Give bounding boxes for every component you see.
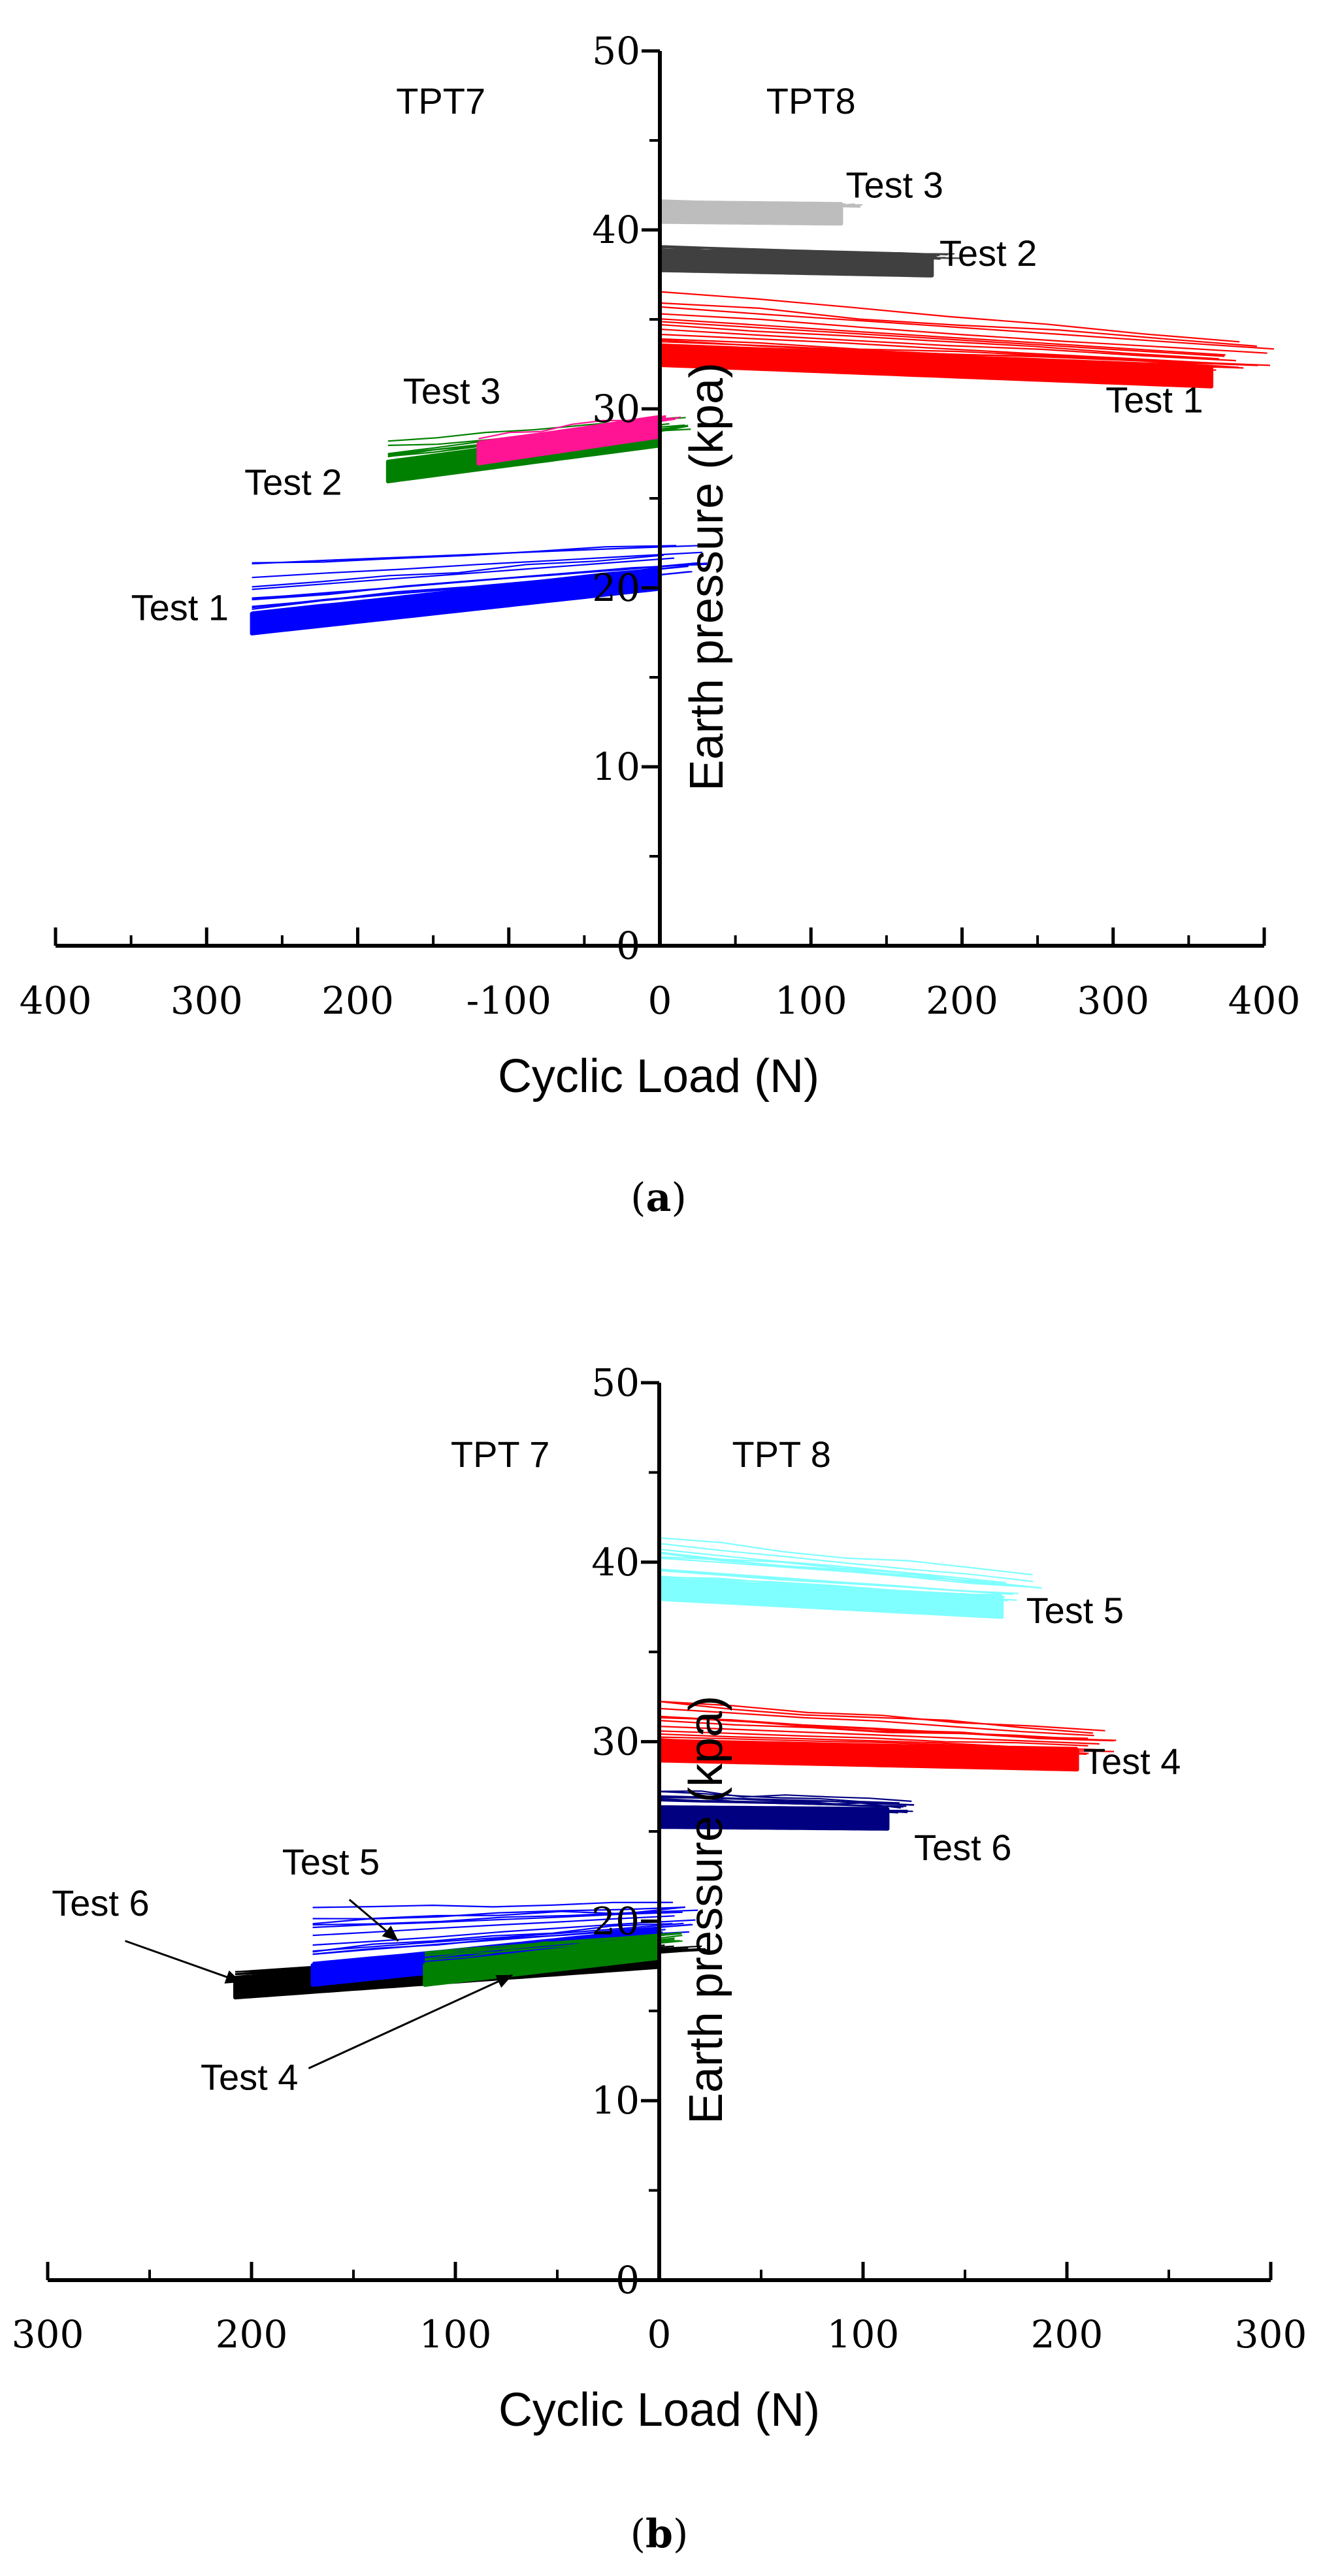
- series-annotation: Test 4: [201, 2057, 298, 2098]
- sensor-label: TPT8: [766, 80, 856, 121]
- series-annotation: Test 3: [403, 370, 500, 411]
- x-axis-title: Cyclic Load (N): [498, 1050, 819, 1103]
- series-tpt7-test-1: [250, 544, 709, 636]
- annotation-arrow: [125, 1940, 242, 1984]
- x-tick-label: 200: [926, 978, 998, 1023]
- series-annotation: Test 6: [914, 1827, 1011, 1868]
- series-annotation: Test 4: [1083, 1741, 1181, 1782]
- series-annotation: Test 5: [1026, 1590, 1124, 1631]
- x-tick-label: 400: [20, 978, 92, 1023]
- x-tick-label: 200: [216, 2312, 288, 2357]
- sensor-label: TPT 7: [451, 1434, 549, 1475]
- y-tick-label: 10: [591, 2078, 640, 2123]
- panel-label: (b): [630, 2511, 689, 2557]
- x-tick-label: 300: [1235, 2312, 1307, 2357]
- x-axis-title: Cyclic Load (N): [498, 2384, 820, 2436]
- y-tick-label: 0: [616, 924, 640, 968]
- series-tpt8-test-6: [657, 1790, 915, 1831]
- panel-b: 300 200 100 0 100 200 300 0 10 20 30 40 50 Earth pres…: [12, 1360, 1307, 2557]
- y-tick-label: 40: [592, 208, 640, 252]
- y-tick-label: 50: [591, 1360, 640, 1405]
- y-tick-label: 30: [592, 387, 640, 431]
- y-tick-label: 40: [591, 1540, 640, 1585]
- series-tpt8-test-2: [658, 245, 962, 278]
- series-annotation: Test 1: [131, 587, 229, 628]
- x-tick-label: 100: [775, 978, 847, 1023]
- y-tick-label: 20: [591, 1899, 640, 1943]
- panel-label: (a): [630, 1175, 687, 1221]
- series-annotation: Test 2: [940, 233, 1037, 274]
- x-tick-label: 400: [1228, 978, 1301, 1023]
- series-tpt8-test-1: [658, 291, 1275, 389]
- x-tick-label: 300: [1077, 978, 1149, 1023]
- y-axis-title: Earth pressure (kpa): [680, 1696, 732, 2124]
- x-tick-label: 100: [419, 2312, 492, 2357]
- series-tpt7-test-3: [476, 415, 681, 466]
- series-annotation: Test 3: [845, 165, 943, 206]
- y-tick-label: 30: [591, 1720, 640, 1764]
- sensor-label: TPT7: [396, 80, 485, 121]
- x-tick-label: 200: [321, 978, 394, 1023]
- sensor-label: TPT 8: [732, 1434, 830, 1475]
- x-tick-label: -100: [466, 978, 551, 1023]
- y-tick-label: 10: [592, 745, 640, 789]
- x-tick-label: 100: [827, 2312, 900, 2357]
- series-annotation: Test 2: [244, 462, 342, 503]
- y-axis-title: Earth pressure (kpa): [681, 362, 733, 791]
- x-tick-label: 200: [1031, 2312, 1103, 2357]
- series-annotation: Test 5: [282, 1841, 380, 1882]
- x-tick-label: 0: [647, 2312, 672, 2357]
- y-tick-label: 20: [592, 566, 640, 610]
- y-tick-label: 0: [615, 2258, 640, 2302]
- annotation-arrow: [308, 1974, 513, 2070]
- series-tpt8-test-4: [657, 1700, 1117, 1772]
- series-tpt8-test-5: [657, 1537, 1042, 1619]
- x-tick-label: 300: [12, 2312, 84, 2357]
- series-tpt8-test-3: [658, 199, 863, 226]
- series-annotation: Test 6: [52, 1882, 149, 1924]
- y-tick-label: 50: [592, 29, 640, 73]
- annotation-arrow: [348, 1899, 399, 1942]
- x-tick-label: 300: [171, 978, 243, 1023]
- series-annotation: Test 1: [1105, 379, 1203, 420]
- panel-a: 400 300 200 -100 0 100 200 300 400 0 10 20 30 40 50 Ear…: [20, 29, 1301, 1221]
- series-tpt7-test-4: [423, 1932, 683, 1987]
- x-tick-label: 0: [648, 978, 672, 1023]
